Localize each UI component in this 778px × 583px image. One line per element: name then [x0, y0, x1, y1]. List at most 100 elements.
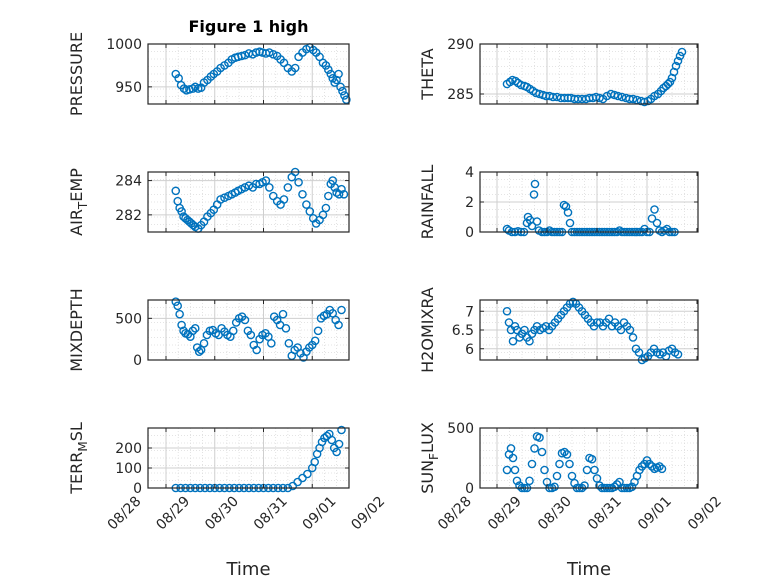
data-point — [532, 217, 542, 226]
data-point — [328, 73, 338, 83]
data-point — [240, 315, 250, 325]
x-tick-label: 08/29 — [153, 494, 193, 534]
axes-frame — [147, 299, 350, 361]
data-point — [595, 93, 604, 103]
data-point — [310, 336, 320, 346]
data-point — [278, 309, 288, 319]
data-point — [565, 218, 575, 228]
y-tick-label: 1000 — [106, 37, 142, 53]
data-point — [604, 314, 614, 324]
data-point — [283, 183, 293, 192]
y-tick-label: 200 — [115, 441, 142, 457]
data-point — [657, 464, 667, 474]
data-point — [508, 453, 518, 463]
data-point — [570, 478, 579, 488]
y-tick-label: 7 — [465, 304, 474, 320]
data-point — [552, 471, 562, 481]
data-point — [671, 61, 681, 71]
data-point — [540, 465, 549, 475]
x-axis-label: Time — [566, 559, 611, 580]
data-point — [334, 439, 344, 449]
data-point — [324, 65, 333, 75]
data-point — [268, 49, 278, 59]
data-point — [562, 450, 572, 459]
data-point — [337, 184, 346, 194]
data-point — [310, 457, 319, 467]
data-point — [339, 189, 349, 199]
data-point — [548, 92, 558, 102]
axes-frame — [479, 427, 699, 489]
y-axis-label: AIRTEMP — [67, 168, 90, 236]
data-point — [252, 345, 261, 355]
data-point — [595, 481, 604, 490]
y-tick-label: 2 — [465, 195, 474, 211]
data-point — [510, 465, 520, 475]
data-point — [237, 51, 246, 61]
y-axis-label: PRESSURE — [67, 32, 86, 116]
data-point — [265, 48, 274, 57]
data-point — [655, 462, 664, 471]
axes-frame — [147, 427, 350, 489]
y-tick-label: 0 — [465, 481, 474, 497]
data-point — [302, 200, 311, 209]
data-point — [290, 63, 300, 73]
data-point — [338, 86, 347, 96]
data-point — [173, 301, 182, 311]
data-point — [525, 476, 534, 486]
y-tick-label: 0 — [133, 481, 142, 497]
data-point — [550, 482, 559, 492]
data-point — [537, 447, 547, 457]
subplot-2: 285 290 THETA — [418, 37, 699, 107]
data-point — [520, 325, 529, 335]
x-tick-label: 08/30 — [535, 494, 575, 534]
data-point — [580, 481, 589, 490]
data-point — [318, 210, 328, 220]
data-point — [324, 191, 333, 201]
y-tick-label: 500 — [115, 311, 142, 327]
y-axis-label: MIXDEPTH — [67, 288, 86, 371]
axes-frame — [479, 43, 699, 105]
data-point — [251, 48, 261, 57]
data-point — [650, 205, 659, 214]
subplot-8: 0 500 08/28 08/29 08/30 08/31 09/01 09/02 Time SU… — [418, 421, 725, 580]
x-tick-label: 09/02 — [685, 494, 725, 534]
data-point — [512, 476, 522, 486]
x-tick-label: 08/28 — [105, 494, 145, 534]
data-point — [628, 333, 638, 342]
axes-frame — [147, 43, 350, 105]
data-point — [508, 336, 518, 346]
data-point — [506, 444, 516, 453]
x-tick-label: 08/31 — [585, 494, 625, 534]
y-axis-label: H2OMIXRA — [418, 287, 437, 373]
y-axis-label: RAINFALL — [418, 165, 437, 240]
data-point — [560, 447, 569, 457]
subplot-7: 0 100 200 08/28 08/29 08/30 08/31 09/01 09/02 Tim… — [67, 422, 388, 580]
x-tick-label: 08/29 — [485, 494, 525, 534]
data-point — [188, 326, 198, 336]
y-tick-label: 290 — [447, 37, 474, 53]
x-tick-label: 08/31 — [251, 494, 291, 534]
data-point — [336, 82, 345, 92]
data-point — [305, 207, 315, 216]
data-point — [294, 177, 303, 187]
data-point — [573, 94, 583, 104]
y-tick-label: 500 — [447, 421, 474, 437]
y-tick-label: 100 — [115, 461, 142, 477]
y-tick-label: 0 — [133, 353, 142, 369]
data-point — [675, 51, 685, 61]
data-point — [535, 433, 544, 442]
x-tick-label: 09/02 — [348, 494, 388, 534]
data-point — [590, 465, 599, 475]
data-point — [284, 339, 294, 348]
y-axis-label: TERRMSL — [67, 422, 90, 495]
y-tick-label: 282 — [115, 208, 142, 224]
data-point — [587, 454, 597, 464]
x-axis-label: Time — [225, 559, 270, 580]
data-point — [663, 79, 673, 89]
data-point — [555, 459, 564, 469]
data-point — [530, 444, 539, 453]
data-point — [530, 179, 540, 189]
data-point — [313, 326, 323, 336]
data-point — [220, 193, 229, 203]
data-point — [175, 309, 184, 319]
